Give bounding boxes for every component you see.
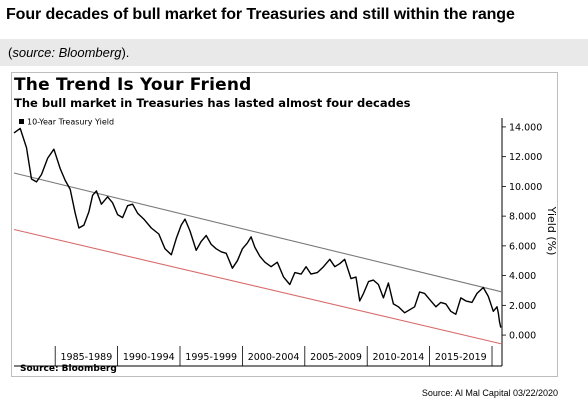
chart-source: Source: Bloomberg bbox=[20, 364, 117, 374]
x-tick-label-4: 2005-2009 bbox=[310, 352, 362, 363]
source-note: (source: Bloomberg). bbox=[8, 45, 129, 60]
legend-label: 10-Year Treasury Yield bbox=[27, 118, 114, 127]
y-tick-label-1: 12.000 bbox=[509, 152, 542, 163]
y-tick-label-3: 8.000 bbox=[509, 212, 536, 223]
chart-subtitle: The bull market in Treasuries has lasted… bbox=[14, 96, 411, 110]
x-tick-label-5: 2010-2014 bbox=[373, 352, 425, 363]
chart-panel bbox=[11, 72, 558, 377]
source-open: ( bbox=[8, 45, 13, 60]
y-axis-title: Yield (%) bbox=[545, 206, 558, 256]
x-tick-label-2: 1995-1999 bbox=[185, 352, 237, 363]
source-close: ). bbox=[121, 45, 130, 60]
y-tick-label-2: 10.000 bbox=[509, 182, 542, 193]
x-tick-label-3: 2000-2004 bbox=[248, 352, 300, 363]
upper-channel-line bbox=[13, 172, 503, 293]
series-line-0 bbox=[13, 127, 502, 328]
y-tick-label-6: 2.000 bbox=[509, 301, 536, 312]
footer-credit: Source: Al Mal Capital 03/22/2020 bbox=[421, 388, 558, 398]
source-italic: source: Bloomberg bbox=[12, 45, 122, 60]
y-tick-label-7: 0.000 bbox=[509, 331, 536, 342]
page-headline: Four decades of bull market for Treasuri… bbox=[6, 6, 515, 23]
x-tick-label-0: 1985-1989 bbox=[60, 352, 112, 363]
y-tick-label-5: 4.000 bbox=[509, 271, 536, 282]
legend-swatch bbox=[19, 119, 24, 124]
y-tick-label-4: 6.000 bbox=[509, 241, 536, 252]
y-tick-label-0: 14.000 bbox=[509, 122, 542, 133]
chart-title: The Trend Is Your Friend bbox=[14, 75, 252, 95]
x-tick-label-1: 1990-1994 bbox=[123, 352, 175, 363]
x-tick-label-6: 2015-2019 bbox=[435, 352, 487, 363]
lower-channel-line bbox=[13, 228, 503, 345]
source-band bbox=[0, 39, 588, 66]
